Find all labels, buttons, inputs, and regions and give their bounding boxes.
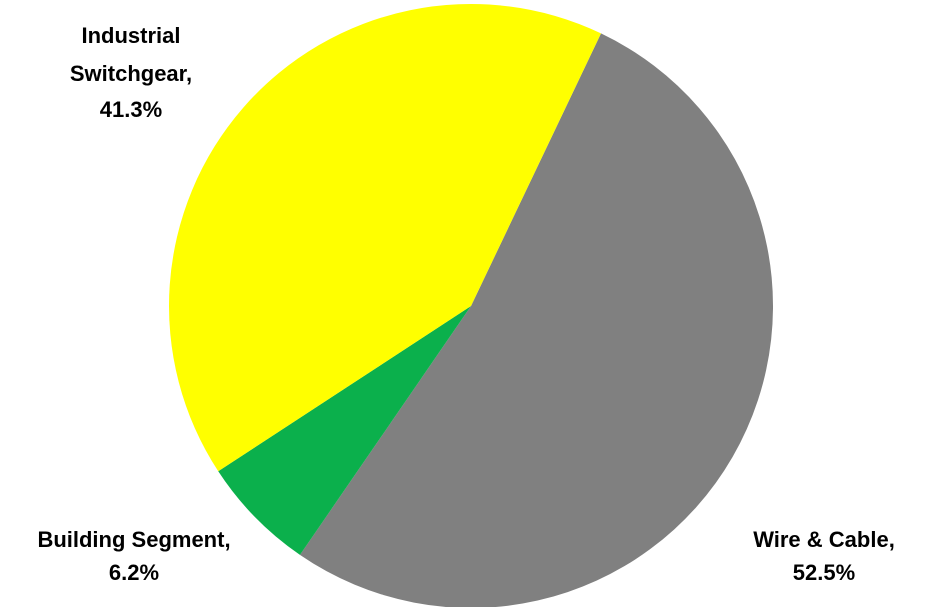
- data-label-line: 52.5%: [793, 560, 855, 585]
- pie-slice-building-segment: [218, 306, 471, 555]
- pie-slice-wire-and-cable: [299, 33, 773, 607]
- data-label-line: Industrial: [81, 23, 180, 48]
- pie-labels: Wire & Cable, 52.5% Building Segment, 6.2% I…: [37, 23, 894, 585]
- data-label-wire-and-cable: Wire & Cable, 52.5%: [753, 527, 895, 585]
- data-label-industrial-switchgear: Industrial Switchgear, 41.3%: [70, 23, 192, 122]
- pie-slice-industrial-switchgear: [168, 4, 602, 472]
- pie-slices: [168, 4, 773, 607]
- data-label-line: 41.3%: [100, 97, 162, 122]
- data-label-line: 6.2%: [109, 560, 159, 585]
- data-label-building-segment: Building Segment, 6.2%: [37, 527, 230, 585]
- data-label-line: Building Segment,: [37, 527, 230, 552]
- data-label-line: Wire & Cable,: [753, 527, 895, 552]
- data-label-line: Switchgear,: [70, 61, 192, 86]
